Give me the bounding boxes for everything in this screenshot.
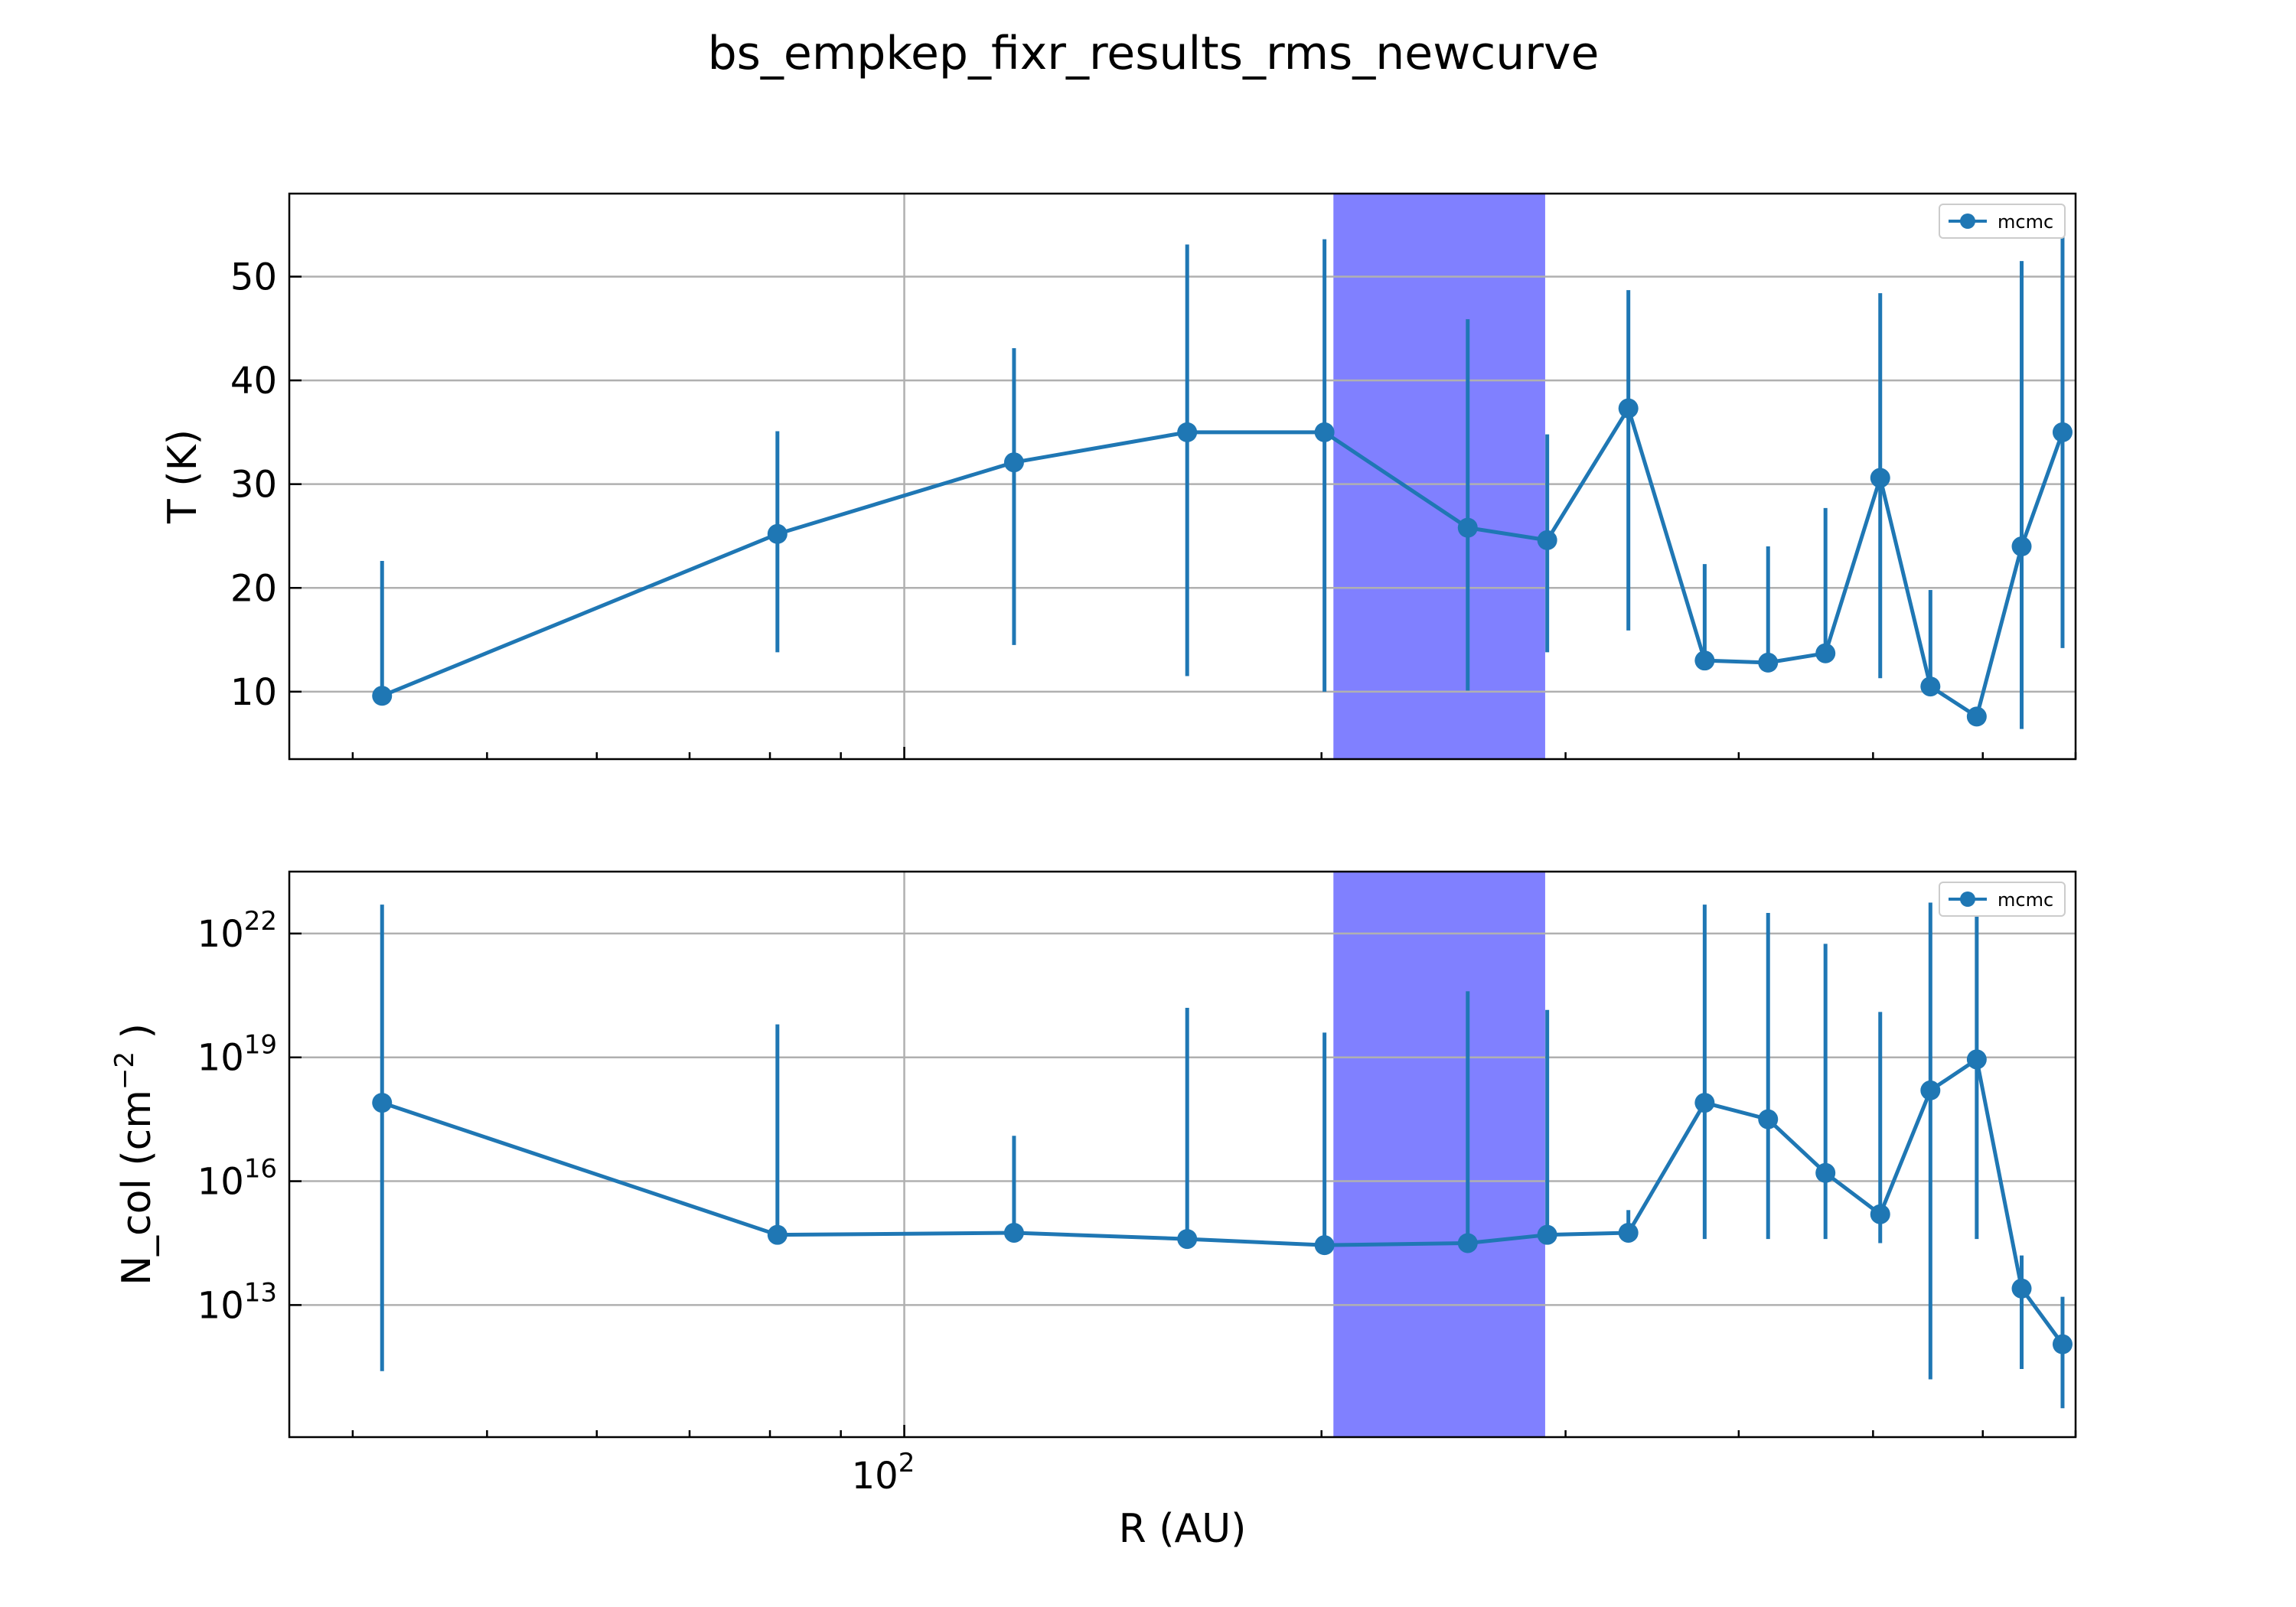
legend: mcmc [1939, 882, 2066, 917]
data-point [1694, 1093, 1715, 1113]
y-tick-label: 1019 [197, 1030, 277, 1080]
data-point [767, 1224, 788, 1245]
axis-ticks [289, 932, 2077, 1437]
y-axis-label-suffix: ) [114, 1023, 160, 1051]
data-point [1457, 1233, 1478, 1253]
data-point [1920, 1080, 1941, 1100]
axis-ticks [289, 275, 2077, 759]
legend-box [1939, 204, 2066, 239]
grid [289, 194, 2076, 759]
figure-title: bs_empkep_fixr_results_rms_newcurve [708, 27, 1600, 80]
y-tick-label: 30 [230, 464, 277, 507]
legend: mcmc [1939, 204, 2066, 239]
y-tick-label: 20 [230, 567, 277, 610]
y-tick-exponent: 22 [244, 906, 277, 937]
highlight-band [1333, 194, 1545, 759]
data-point [1537, 1224, 1557, 1245]
y-tick-label: 1022 [197, 906, 277, 956]
y-tick-label: 1016 [197, 1154, 277, 1204]
data-point [1314, 1235, 1335, 1256]
data-point [1003, 1222, 1024, 1243]
error-bars [380, 220, 2065, 729]
x-tick-label: 102 [852, 1448, 915, 1498]
data-point [1966, 706, 1987, 727]
data-points [372, 398, 2073, 727]
legend-marker [1960, 892, 1975, 907]
data-point [1758, 1109, 1779, 1129]
data-point [2011, 1278, 2032, 1299]
y-tick-label: 1013 [197, 1277, 277, 1327]
data-point [1618, 1222, 1639, 1243]
series-line-mcmc [381, 406, 2065, 719]
y-tick-base: 10 [197, 1161, 244, 1204]
data-point [1815, 643, 1836, 663]
series-line-mcmc [381, 1057, 2064, 1346]
legend-marker [1960, 214, 1975, 229]
data-point [1920, 676, 1941, 697]
data-point [1815, 1162, 1836, 1183]
data-point [1537, 530, 1557, 550]
y-tick-label: 50 [230, 256, 277, 298]
highlight-band [1333, 872, 1545, 1437]
data-point [2052, 1334, 2073, 1354]
data-point [1314, 422, 1335, 442]
y-tick-labels: 10 20 30 40 50 [230, 256, 277, 713]
data-point [372, 686, 393, 706]
y-tick-exponent: 16 [244, 1154, 277, 1185]
data-point [1870, 1204, 1890, 1224]
data-point [1618, 398, 1639, 419]
y-axis-label-exponent: −2 [109, 1051, 140, 1090]
y-tick-exponent: 19 [244, 1030, 277, 1061]
y-axis-label: T (K) [160, 429, 206, 524]
error-bars [380, 892, 2065, 1409]
y-axis-label: N_col (cm−2 ) [109, 1023, 160, 1286]
legend-box [1939, 882, 2066, 917]
data-point [1457, 517, 1478, 538]
x-axis-label: R (AU) [1119, 1506, 1247, 1552]
grid [289, 872, 2076, 1437]
data-point [1870, 468, 1890, 488]
y-tick-base: 10 [197, 1284, 244, 1327]
data-point [767, 523, 788, 544]
data-point [1758, 652, 1779, 673]
data-point [1177, 1229, 1198, 1250]
data-point [2011, 536, 2032, 557]
temperature-panel: 10 20 30 40 50 T (K) mcmc [160, 192, 2077, 761]
x-tick-exponent: 2 [899, 1448, 915, 1478]
y-tick-exponent: 13 [244, 1277, 277, 1308]
y-axis-label-prefix: N_col (cm [114, 1090, 160, 1286]
y-tick-base: 10 [197, 1037, 244, 1080]
data-point [1177, 422, 1198, 442]
y-tick-label: 40 [230, 360, 277, 403]
data-point [2052, 422, 2073, 442]
data-point [1966, 1049, 1987, 1070]
data-points [372, 1049, 2073, 1354]
data-point [372, 1093, 393, 1113]
legend-entry: mcmc [1998, 889, 2053, 911]
data-point [1694, 650, 1715, 671]
y-tick-base: 10 [197, 913, 244, 956]
x-tick-base: 10 [852, 1455, 899, 1498]
legend-entry: mcmc [1998, 211, 2053, 233]
plot-frame [288, 192, 2077, 761]
data-point [1003, 452, 1024, 473]
plot-frame [288, 870, 2077, 1439]
y-tick-label: 10 [230, 671, 277, 714]
